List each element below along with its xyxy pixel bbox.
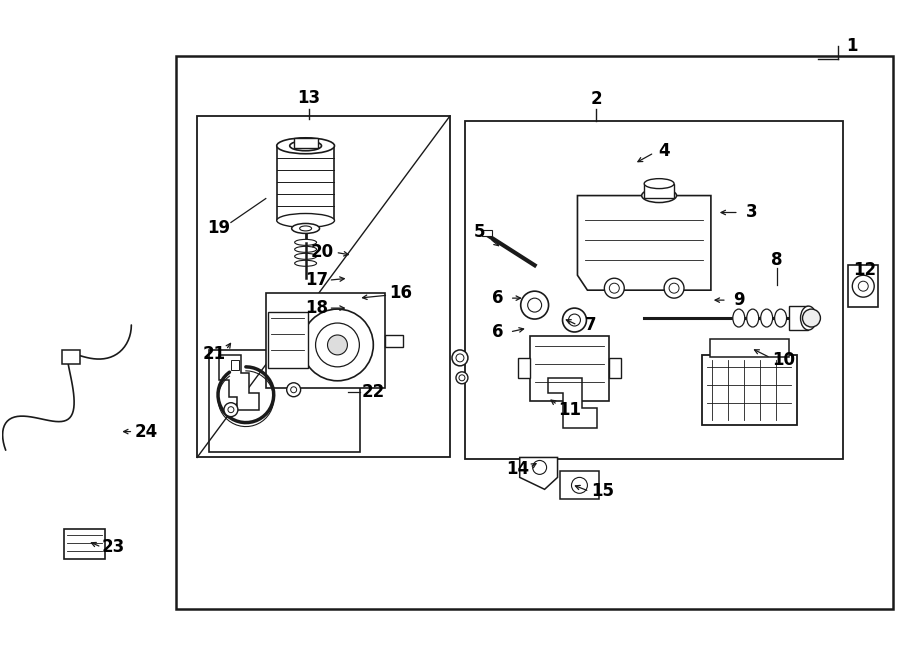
Circle shape xyxy=(291,387,297,393)
Text: 14: 14 xyxy=(506,460,529,479)
Text: 11: 11 xyxy=(558,401,581,418)
Bar xyxy=(482,230,491,236)
Text: 16: 16 xyxy=(389,284,411,302)
Polygon shape xyxy=(519,457,557,489)
Circle shape xyxy=(572,477,588,493)
Circle shape xyxy=(456,354,464,362)
Text: 12: 12 xyxy=(852,261,876,279)
Text: 9: 9 xyxy=(733,291,744,309)
Text: 15: 15 xyxy=(591,483,614,500)
Ellipse shape xyxy=(733,309,745,327)
Circle shape xyxy=(527,298,542,312)
Text: 2: 2 xyxy=(590,90,602,108)
Bar xyxy=(518,358,530,378)
Bar xyxy=(385,335,403,347)
Text: 19: 19 xyxy=(207,219,230,238)
Bar xyxy=(530,336,609,401)
Text: 24: 24 xyxy=(135,422,158,441)
Circle shape xyxy=(609,283,619,293)
Bar xyxy=(276,146,335,220)
Circle shape xyxy=(456,372,468,384)
Circle shape xyxy=(287,383,301,397)
Text: 23: 23 xyxy=(102,538,125,556)
Ellipse shape xyxy=(800,306,816,330)
Text: 5: 5 xyxy=(474,223,486,242)
Text: 4: 4 xyxy=(658,142,670,160)
Bar xyxy=(465,121,843,459)
Circle shape xyxy=(664,278,684,298)
Text: 7: 7 xyxy=(585,316,596,334)
Circle shape xyxy=(569,314,580,326)
Text: 10: 10 xyxy=(772,351,795,369)
Text: 21: 21 xyxy=(202,345,226,363)
Ellipse shape xyxy=(276,214,335,228)
Ellipse shape xyxy=(775,309,787,327)
Text: 6: 6 xyxy=(492,323,503,341)
Ellipse shape xyxy=(747,309,759,327)
Circle shape xyxy=(459,375,465,381)
Bar xyxy=(609,358,621,378)
Ellipse shape xyxy=(760,309,772,327)
Polygon shape xyxy=(219,355,259,410)
Text: 13: 13 xyxy=(297,89,320,107)
Bar xyxy=(560,471,599,499)
Circle shape xyxy=(452,350,468,366)
Text: 6: 6 xyxy=(492,289,503,307)
Circle shape xyxy=(328,335,347,355)
Circle shape xyxy=(852,275,874,297)
Bar xyxy=(644,183,674,197)
Ellipse shape xyxy=(294,254,317,260)
Circle shape xyxy=(302,309,373,381)
Text: 20: 20 xyxy=(311,244,334,261)
Bar xyxy=(266,293,385,388)
Bar xyxy=(268,312,308,368)
Text: 22: 22 xyxy=(362,383,385,401)
Circle shape xyxy=(228,406,234,412)
Circle shape xyxy=(521,291,549,319)
Text: 8: 8 xyxy=(771,252,782,269)
Ellipse shape xyxy=(290,141,321,151)
Bar xyxy=(197,116,450,457)
Ellipse shape xyxy=(300,226,311,231)
Text: 3: 3 xyxy=(746,203,758,222)
Ellipse shape xyxy=(294,246,317,252)
Polygon shape xyxy=(578,195,711,290)
Bar xyxy=(293,138,318,148)
Bar xyxy=(710,339,788,357)
Bar xyxy=(231,360,239,370)
Bar xyxy=(61,350,79,364)
Ellipse shape xyxy=(276,138,335,154)
Circle shape xyxy=(316,323,359,367)
Circle shape xyxy=(562,308,587,332)
Circle shape xyxy=(859,281,868,291)
Bar xyxy=(176,56,893,609)
Circle shape xyxy=(669,283,679,293)
Text: 1: 1 xyxy=(847,37,858,55)
Bar xyxy=(702,355,796,424)
Ellipse shape xyxy=(292,224,320,234)
Polygon shape xyxy=(547,378,598,428)
Bar xyxy=(849,265,878,307)
Circle shape xyxy=(803,309,821,327)
Bar xyxy=(64,529,105,559)
Circle shape xyxy=(604,278,625,298)
Text: 17: 17 xyxy=(305,271,328,289)
Bar xyxy=(788,306,808,330)
Ellipse shape xyxy=(642,189,677,203)
Text: 18: 18 xyxy=(305,299,328,317)
Ellipse shape xyxy=(294,240,317,246)
Circle shape xyxy=(224,402,238,416)
Ellipse shape xyxy=(644,179,674,189)
Circle shape xyxy=(533,461,546,475)
Ellipse shape xyxy=(294,260,317,266)
Bar xyxy=(209,350,360,453)
